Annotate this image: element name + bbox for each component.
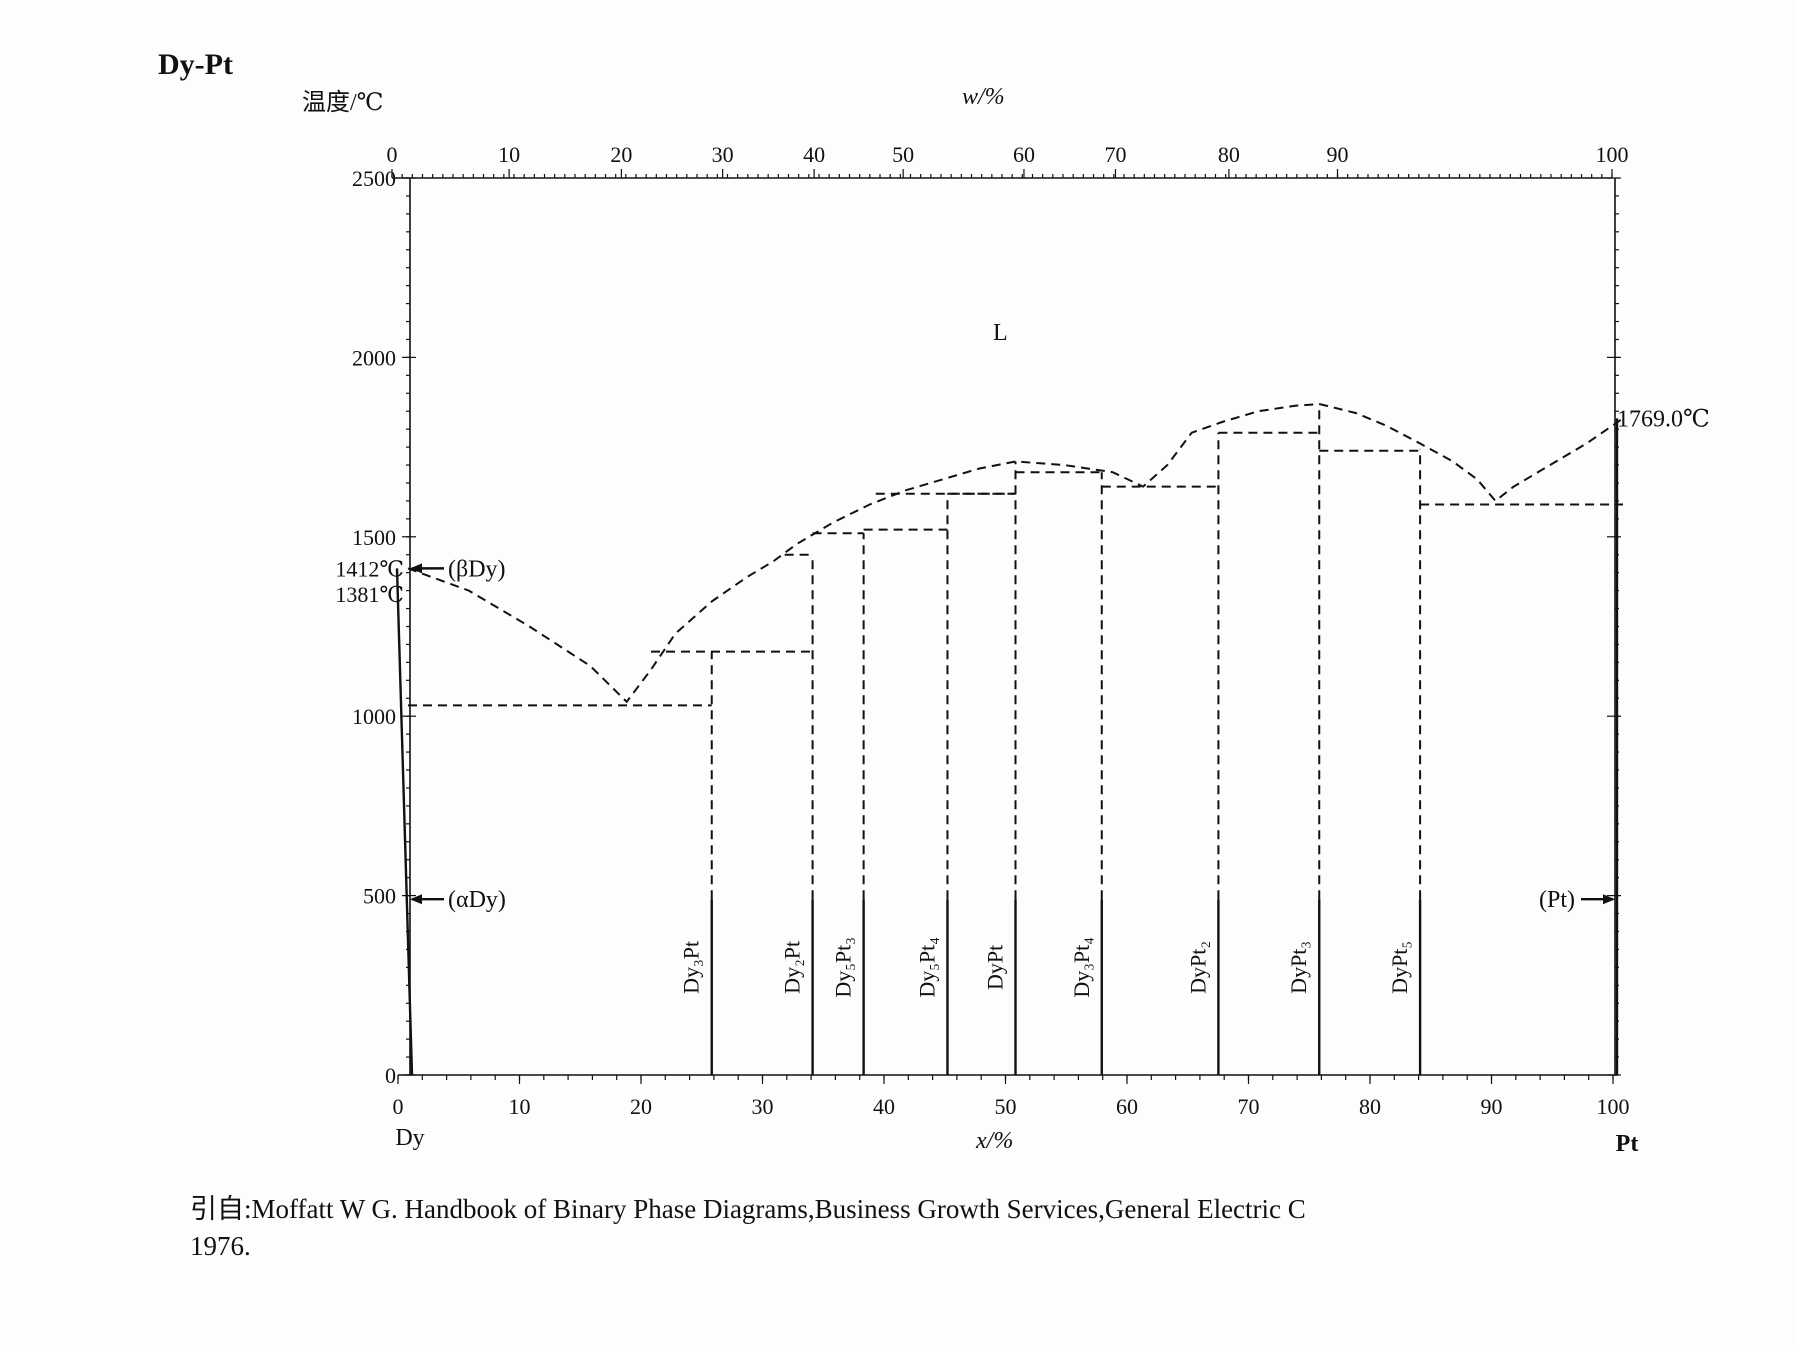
- y-tick-label: 2500: [352, 166, 396, 191]
- phase-arrowhead: [1603, 894, 1615, 905]
- x-tick-label: 10: [509, 1094, 531, 1119]
- compound-label: Dy₅Pt₃: [831, 937, 856, 998]
- x-tick-label: 20: [630, 1094, 652, 1119]
- y-tick-label: 1500: [352, 525, 396, 550]
- top-tick-label: 40: [803, 142, 825, 167]
- top-tick-label: 10: [498, 142, 520, 167]
- phase-arrowhead: [410, 563, 422, 574]
- y-tick-label: 0: [385, 1063, 396, 1088]
- end-label-left: Dy: [395, 1125, 424, 1151]
- top-tick-label: 90: [1327, 142, 1349, 167]
- citation-line-1: 引自:Moffatt W G. Handbook of Binary Phase…: [190, 1194, 1306, 1224]
- x-tick-label: 50: [995, 1094, 1017, 1119]
- x-tick-label: 90: [1481, 1094, 1503, 1119]
- top-tick-label: 30: [712, 142, 734, 167]
- liquidus-curve: [407, 402, 1624, 704]
- x-tick-label: 80: [1359, 1094, 1381, 1119]
- temperature-annotation: 1769.0℃: [1617, 406, 1710, 432]
- phase-arrowhead: [410, 894, 422, 905]
- y-tick-label: 500: [363, 884, 396, 909]
- phase-label: (αDy): [448, 887, 506, 913]
- top-tick-label: 0: [387, 142, 398, 167]
- x-tick-label: 40: [873, 1094, 895, 1119]
- x-tick-label: 70: [1238, 1094, 1260, 1119]
- top-tick-label: 70: [1104, 142, 1126, 167]
- phase-lines: [395, 402, 1624, 1076]
- temperature-annotation: 1381℃: [335, 582, 404, 607]
- phase-label: (βDy): [448, 556, 506, 582]
- compound-label: Dy₃Pt₄: [1069, 937, 1094, 998]
- y-tick-label: 1000: [352, 704, 396, 729]
- top-tick-label: 80: [1218, 142, 1240, 167]
- top-tick-label: 50: [892, 142, 914, 167]
- x-tick-label: 30: [752, 1094, 774, 1119]
- top-tick-label: 20: [610, 142, 632, 167]
- compound-label: DyPt₂: [1185, 941, 1210, 994]
- y-axis-label: 温度/℃: [302, 89, 384, 116]
- y-tick-label: 2000: [352, 345, 396, 370]
- end-label-right: Pt: [1616, 1131, 1639, 1157]
- compound-label: DyPt: [983, 945, 1008, 990]
- dy-pure-line: [395, 568, 414, 1076]
- compound-label: DyPt₅: [1387, 941, 1412, 994]
- compound-label: Dy₅Pt₄: [914, 937, 939, 998]
- citation-line-2: 1976.: [190, 1231, 251, 1261]
- x-tick-label: 100: [1597, 1094, 1630, 1119]
- compound-label: Dy₃Pt: [679, 941, 704, 994]
- phase-label-liquid: L: [993, 320, 1008, 346]
- compound-label: Dy₂Pt: [780, 941, 805, 994]
- temperature-annotation: 1412℃: [335, 556, 404, 581]
- x-tick-label: 60: [1116, 1094, 1138, 1119]
- x-tick-label: 0: [393, 1094, 404, 1119]
- x-axis-label: x/%: [975, 1128, 1013, 1154]
- chart-title: Dy-Pt: [158, 48, 233, 81]
- top-tick-label: 100: [1596, 142, 1629, 167]
- top-tick-label: 60: [1013, 142, 1035, 167]
- phase-label: (Pt): [1539, 887, 1575, 913]
- compound-label: DyPt₃: [1286, 941, 1311, 994]
- top-axis-label: w/%: [962, 84, 1005, 110]
